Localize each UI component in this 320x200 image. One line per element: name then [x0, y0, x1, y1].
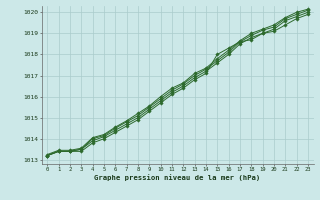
X-axis label: Graphe pression niveau de la mer (hPa): Graphe pression niveau de la mer (hPa)	[94, 174, 261, 181]
